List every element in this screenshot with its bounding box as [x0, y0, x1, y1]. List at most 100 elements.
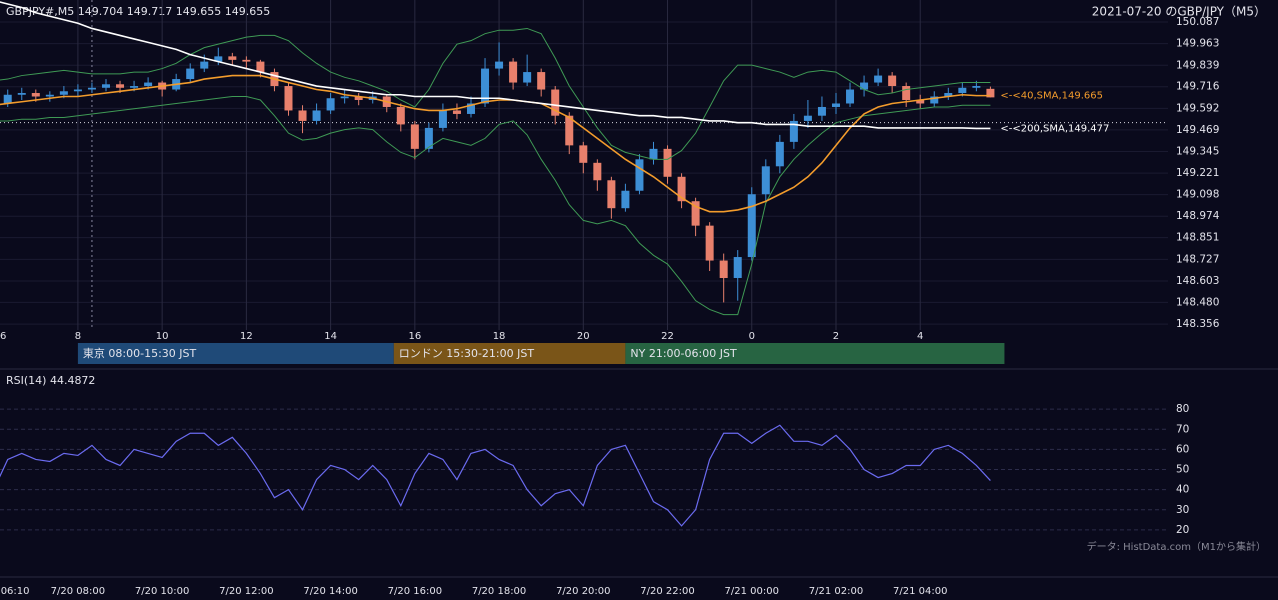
y-tick-label: 70	[1176, 423, 1189, 435]
candle-body	[874, 75, 883, 83]
candle-body	[803, 115, 812, 121]
session-band	[393, 343, 626, 364]
source-note: データ: HistData.com（M1から集計）	[1087, 540, 1266, 553]
y-tick-label: 149.592	[1176, 102, 1219, 114]
candle-body	[677, 176, 686, 202]
candle-body	[101, 84, 110, 88]
candle-body	[705, 225, 714, 261]
x-tick-label: 6	[0, 331, 6, 342]
band-line	[0, 27, 991, 160]
candle-body	[775, 141, 784, 167]
candle-body	[242, 59, 251, 62]
y-tick-label: 30	[1176, 504, 1189, 516]
candle-body	[424, 127, 433, 149]
x-tick-label: 2	[833, 331, 839, 342]
y-tick-label: 148.603	[1176, 275, 1219, 287]
candle-body	[930, 96, 939, 104]
candle-body	[73, 89, 82, 92]
candle-body	[228, 56, 237, 60]
x-tick-label: 16	[408, 331, 421, 342]
x-tick-label: 4	[917, 331, 923, 342]
candle-body	[87, 87, 96, 90]
x-tick-label: 7/20 16:00	[388, 586, 442, 597]
x-tick-label: 7/20 14:00	[303, 586, 357, 597]
candle-body	[986, 88, 995, 98]
y-tick-label: 149.221	[1176, 167, 1219, 179]
candle-body	[733, 257, 742, 278]
x-tick-label: 7/21 00:00	[725, 586, 779, 597]
candle-body	[621, 190, 630, 209]
candle-body	[719, 260, 728, 278]
x-tick-label: 10	[156, 331, 169, 342]
candle-body	[31, 93, 40, 97]
y-tick-label: 148.480	[1176, 296, 1219, 308]
y-tick-label: 149.963	[1176, 38, 1219, 50]
y-tick-label: 149.469	[1176, 124, 1219, 136]
candle-body	[481, 68, 490, 104]
y-tick-label: 60	[1176, 443, 1189, 455]
candle-body	[635, 159, 644, 191]
candle-body	[3, 94, 12, 104]
x-tick-label: 7/21 04:00	[893, 586, 947, 597]
candle-body	[312, 110, 321, 121]
candle-body	[916, 99, 925, 104]
candle-body	[340, 96, 349, 99]
y-tick-label: 149.098	[1176, 189, 1219, 201]
candle-body	[761, 166, 770, 195]
x-tick-label: 14	[324, 331, 337, 342]
candle-body	[284, 86, 293, 111]
candle-body	[565, 115, 574, 146]
candle-body	[59, 91, 68, 95]
candle-body	[649, 148, 658, 160]
rsi-line	[0, 424, 991, 527]
candle-body	[17, 93, 26, 95]
candle-body	[593, 162, 602, 181]
candle-body	[410, 124, 419, 149]
y-tick-label: 50	[1176, 464, 1189, 476]
candle-body	[256, 61, 265, 73]
candle-body	[537, 72, 546, 90]
x-tick-label: 0	[749, 331, 755, 342]
y-tick-label: 149.839	[1176, 59, 1219, 71]
candle-body	[888, 75, 897, 87]
x-tick-label: 20	[577, 331, 590, 342]
y-tick-label: 148.851	[1176, 232, 1219, 244]
candle-body	[831, 103, 840, 107]
candle-body	[789, 120, 798, 142]
sma-line	[0, 74, 991, 213]
x-tick-label: 8	[75, 331, 81, 342]
candle-body	[438, 110, 447, 128]
y-tick-label: 149.716	[1176, 81, 1220, 93]
x-tick-label: 7/20 12:00	[219, 586, 273, 597]
candle-body	[326, 98, 335, 111]
x-tick-label: 7/20 22:00	[640, 586, 694, 597]
candle-body	[663, 148, 672, 177]
x-tick-label: 7/20 20:00	[556, 586, 610, 597]
x-tick-label: 7/20 18:00	[472, 586, 526, 597]
chart-title: GBPJPY#,M5 149.704 149.717 149.655 149.6…	[6, 5, 270, 18]
candle-body	[817, 106, 826, 116]
session-band	[77, 343, 394, 364]
y-tick-label: 150.087	[1176, 16, 1219, 28]
candle-body	[691, 201, 700, 226]
y-tick-label: 40	[1176, 484, 1189, 496]
y-tick-label: 20	[1176, 524, 1189, 536]
candle-body	[130, 86, 139, 88]
candle-body	[860, 82, 869, 90]
session-label: NY 21:00-06:00 JST	[630, 347, 737, 360]
candle-body	[747, 194, 756, 258]
x-tick-label: 7/20 10:00	[135, 586, 189, 597]
session-label: ロンドン 15:30-21:00 JST	[399, 347, 535, 360]
candle-body	[972, 86, 981, 88]
y-tick-label: 148.974	[1176, 210, 1220, 222]
candle-body	[452, 110, 461, 114]
candle-body	[186, 68, 195, 80]
candle-body	[298, 110, 307, 121]
x-tick-label: 7/20 08:00	[51, 586, 105, 597]
candle-body	[523, 72, 532, 83]
x-tick-label: 12	[240, 331, 253, 342]
candle-body	[551, 89, 560, 116]
